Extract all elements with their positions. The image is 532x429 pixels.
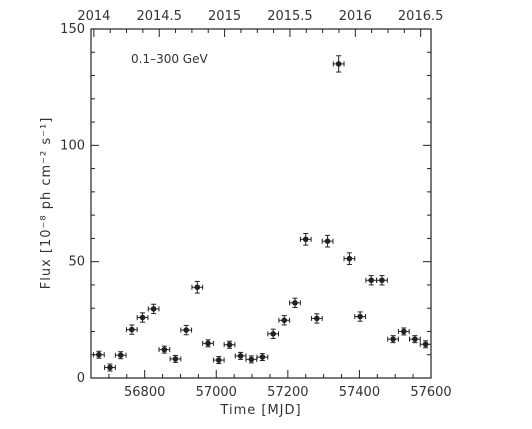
top-tick-label: 2015.5: [267, 9, 313, 24]
x-axis-label: Time [MJD]: [219, 403, 301, 418]
data-point: [125, 324, 138, 335]
x-tick-label: 57200: [267, 385, 308, 400]
data-point: [212, 356, 225, 365]
y-tick-label: 150: [60, 22, 85, 37]
data-point: [104, 363, 116, 372]
data-point: [387, 335, 399, 344]
left-axis-ticks: 0 50 100 150: [60, 22, 431, 386]
data-point-marker: [401, 328, 407, 335]
data-point-marker: [215, 357, 222, 363]
top-axis-ticks: 2014 2014.5 2015 2015.5 2016 2016.5: [77, 9, 443, 37]
data-point: [234, 351, 247, 360]
data-point-marker: [107, 364, 113, 371]
data-point-marker: [346, 255, 353, 262]
data-point-marker: [422, 341, 429, 348]
data-point: [419, 340, 432, 349]
top-tick-label: 2016.5: [398, 9, 444, 24]
data-point: [299, 233, 312, 246]
x-tick-label: 57400: [339, 385, 380, 400]
data-point-marker: [129, 326, 135, 333]
x-tick-label: 56800: [124, 385, 165, 400]
data-point-marker: [302, 236, 309, 243]
data-point: [278, 315, 291, 326]
data-point-marker: [183, 327, 189, 333]
data-point: [136, 312, 149, 323]
data-point: [267, 328, 280, 339]
data-point: [321, 234, 334, 248]
data-point-marker: [368, 277, 375, 284]
data-point: [365, 275, 378, 286]
plot-frame: [90, 28, 432, 379]
data-point-marker: [139, 314, 146, 321]
x-tick-label: 57600: [410, 385, 451, 400]
data-point-marker: [292, 300, 298, 306]
data-point: [289, 297, 301, 309]
top-tick-label: 2014.5: [136, 9, 182, 24]
data-point: [169, 354, 182, 363]
data-point-marker: [150, 306, 157, 312]
data-point: [354, 311, 367, 322]
data-point-marker: [237, 353, 244, 359]
data-point: [343, 252, 356, 265]
data-points: [93, 55, 432, 372]
data-point-marker: [314, 315, 320, 322]
data-point-marker: [161, 346, 168, 353]
data-point: [310, 313, 323, 324]
data-point: [409, 335, 421, 344]
y-axis-label: Flux [10⁻⁸ ph cm⁻² s⁻¹]: [39, 117, 54, 290]
data-point: [202, 339, 214, 348]
top-tick-label: 2016: [339, 9, 372, 24]
data-point-marker: [226, 341, 233, 348]
data-point-marker: [117, 352, 124, 358]
data-point: [223, 340, 236, 349]
data-point: [256, 353, 269, 362]
bottom-axis-ticks: 56800 57000 57200 57400 57600: [108, 370, 452, 400]
data-point: [376, 275, 388, 286]
data-point: [180, 324, 193, 336]
data-point: [191, 280, 204, 294]
data-point-marker: [390, 336, 396, 342]
y-tick-label: 0: [77, 371, 85, 386]
data-point-marker: [270, 330, 276, 337]
data-point: [114, 351, 127, 360]
y-tick-label: 100: [60, 138, 85, 153]
data-point-marker: [259, 354, 266, 360]
data-point: [332, 55, 345, 73]
top-tick-label: 2014: [77, 9, 110, 24]
data-point-marker: [96, 351, 102, 358]
data-point-marker: [324, 238, 331, 244]
data-point-marker: [205, 340, 211, 347]
data-point: [93, 350, 105, 359]
data-point: [147, 303, 160, 315]
data-point: [397, 327, 410, 336]
data-point-marker: [248, 356, 255, 363]
data-point-marker: [172, 356, 179, 362]
energy-range-annotation: 0.1–300 GeV: [131, 52, 208, 66]
x-tick-label: 57000: [196, 385, 237, 400]
data-point-marker: [194, 284, 201, 291]
data-point-marker: [379, 277, 385, 284]
top-tick-label: 2015: [208, 9, 241, 24]
data-point-marker: [281, 317, 288, 324]
data-point-marker: [357, 313, 363, 320]
data-point: [245, 355, 258, 364]
data-point-marker: [412, 336, 418, 342]
data-point-marker: [335, 61, 342, 67]
y-tick-label: 50: [68, 255, 85, 270]
data-point: [158, 345, 171, 354]
